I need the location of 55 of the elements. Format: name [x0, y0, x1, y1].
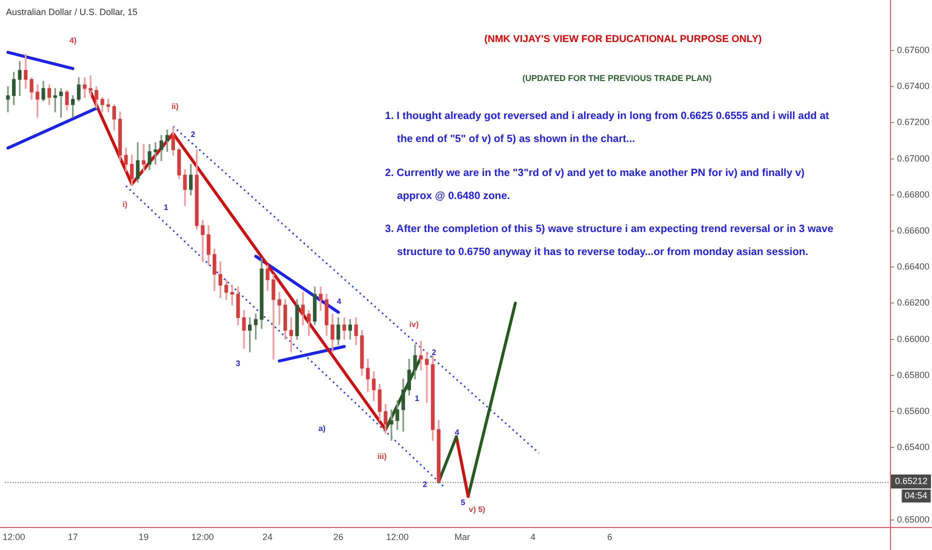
annotation: a) — [318, 424, 326, 433]
y-tick-label: 0.66600 — [897, 226, 930, 236]
candlestick — [272, 274, 276, 360]
y-tick-label: 0.65400 — [897, 442, 930, 452]
annotation: 4 — [336, 297, 342, 306]
annotation: 3. After the completion of this 5) wave structure i am expecting trend reversal or in 3 wave structure to 0.6750 anyway it has to reverse today...or from monday asian session. — [385, 222, 834, 260]
x-tick-label: 17 — [68, 532, 78, 542]
annotation: (NMK VIJAY'S VIEW FOR EDUCATIONAL PURPOSE ONLY) — [484, 34, 762, 45]
x-tick-label: Mar — [454, 532, 470, 542]
x-tick-label: 24 — [262, 532, 273, 542]
candlestick — [6, 86, 10, 112]
candlestick — [390, 409, 394, 441]
candlestick — [59, 88, 63, 118]
annotation: 4) — [69, 36, 77, 45]
y-tick-label: 0.66400 — [897, 262, 930, 272]
text: 04:54 — [902, 490, 930, 502]
y-tick-label: 0.66000 — [897, 334, 930, 344]
annotation: 1. I thought already got reversed and i already in long from 0.6625 0.6555 and i will add at the end of "5" of v) of 5) as shown in the chart... — [385, 108, 830, 146]
annotation: 3 — [236, 359, 240, 368]
y-tick-label: 0.67400 — [897, 81, 930, 92]
annotation: i) — [122, 200, 128, 209]
annotation: 2 — [432, 348, 436, 357]
annotation: iv) — [409, 320, 419, 329]
annotation: (UPDATED FOR THE PREVIOUS TRADE PLAN) — [522, 72, 712, 83]
y-tick-label: 0.66200 — [897, 298, 930, 308]
annotation: iii) — [377, 452, 387, 461]
candlestick — [36, 84, 40, 118]
annotation: 1 — [164, 203, 168, 212]
annotation: 2. Currently we are in the "3"rd of v) and yet to make another PN for iv) and finally v) approx @ 0.6480 zone. — [385, 166, 806, 204]
y-tick-label: 0.67200 — [897, 117, 930, 128]
y-tick-label: 0.67000 — [897, 153, 930, 164]
x-tick-label: 4 — [530, 532, 536, 542]
candlestick — [419, 340, 423, 370]
annotation: 2 — [422, 480, 428, 489]
text: Australian Dollar / U.S. Dollar, 15 — [6, 7, 138, 17]
y-tick-label: 0.67600 — [897, 45, 930, 56]
x-tick-label: 19 — [138, 532, 149, 542]
y-tick-label: 0.65800 — [897, 370, 930, 380]
x-tick-label: 12:00 — [2, 532, 26, 542]
annotation: 4 — [454, 428, 460, 437]
x-tick-label: 12:00 — [386, 532, 409, 542]
annotation: 5 — [460, 498, 466, 507]
ref-line-label: 0.65212 — [895, 476, 928, 486]
candlestick — [154, 142, 158, 165]
x-tick-label: 26 — [333, 532, 344, 542]
y-tick-label: 0.65000 — [897, 514, 930, 524]
annotation: 1 — [414, 394, 420, 403]
x-tick-label: 6 — [607, 532, 612, 542]
annotation: ii) — [171, 102, 179, 111]
y-tick-label: 0.65600 — [897, 406, 930, 416]
annotation: v) 5) — [468, 505, 486, 514]
candlestick — [88, 75, 92, 96]
x-tick-label: 12:00 — [191, 532, 214, 542]
y-tick-label: 0.66800 — [897, 189, 930, 200]
annotation: 2 — [190, 130, 196, 139]
